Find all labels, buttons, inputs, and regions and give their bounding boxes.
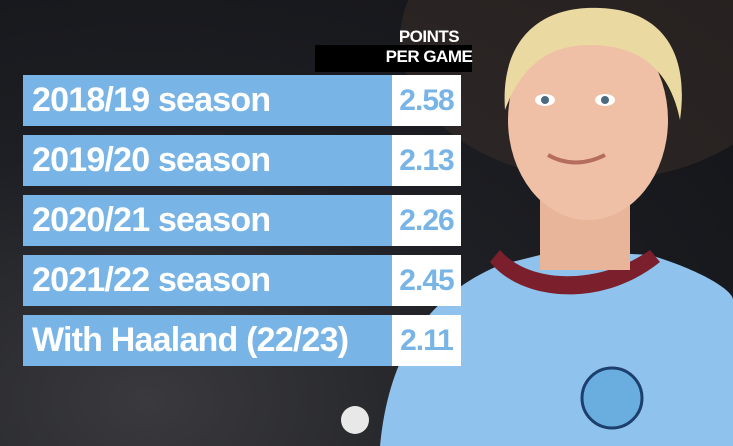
- column-header: POINTS PER GAME: [380, 27, 478, 67]
- header-line: POINTS: [398, 27, 460, 46]
- header-line: PER GAME: [385, 47, 473, 66]
- row-label: 2019/20 season: [23, 135, 392, 186]
- season-row: With Haaland (22/23) 2.11: [23, 315, 461, 366]
- row-value: 2.45: [392, 255, 461, 306]
- row-label: With Haaland (22/23): [23, 315, 392, 366]
- row-label: 2021/22 season: [23, 255, 392, 306]
- row-value: 2.58: [392, 75, 461, 126]
- season-row: 2020/21 season 2.26: [23, 195, 461, 246]
- header-backdrop: [315, 45, 472, 72]
- row-label: 2018/19 season: [23, 75, 392, 126]
- row-value: 2.26: [392, 195, 461, 246]
- row-value: 2.13: [392, 135, 461, 186]
- season-row: 2021/22 season 2.45: [23, 255, 461, 306]
- season-row: 2018/19 season 2.58: [23, 75, 461, 126]
- row-value: 2.11: [392, 315, 461, 366]
- season-row: 2019/20 season 2.13: [23, 135, 461, 186]
- row-label: 2020/21 season: [23, 195, 392, 246]
